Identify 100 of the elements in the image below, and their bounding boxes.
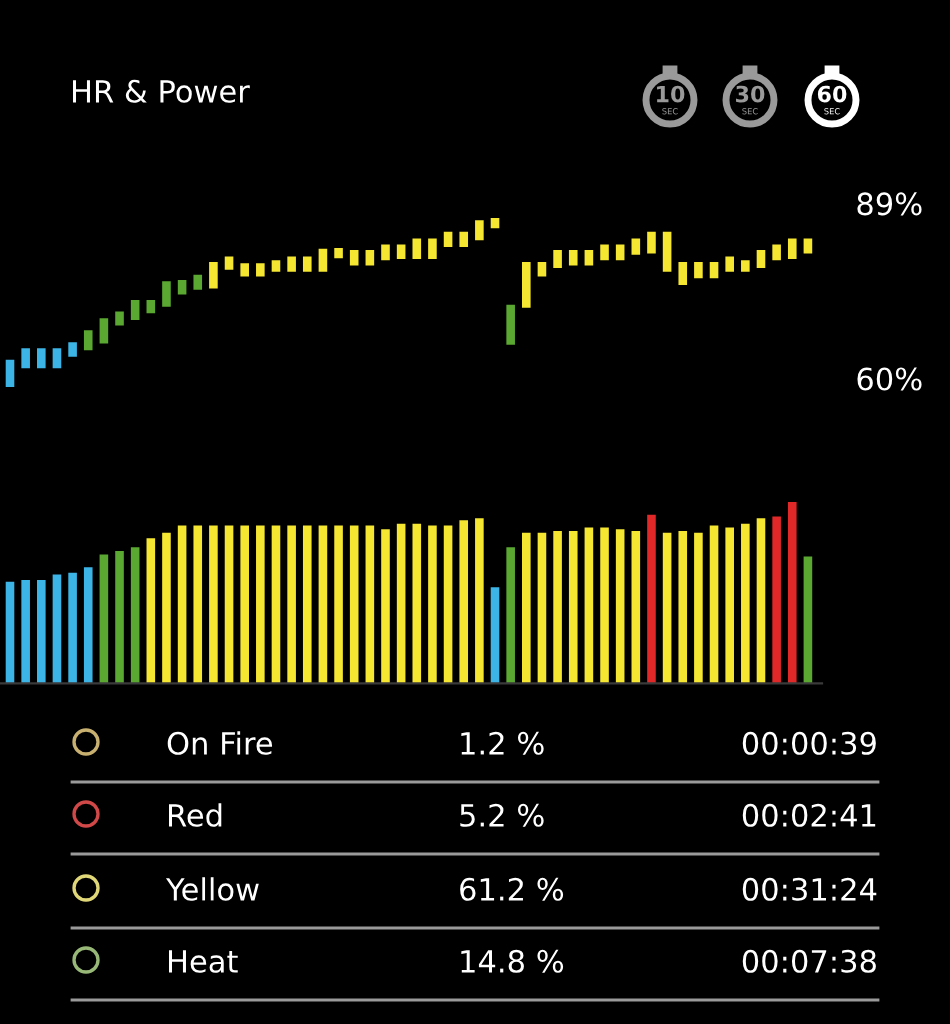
- bar: [334, 248, 343, 259]
- bar: [443, 231, 453, 247]
- bar: [209, 261, 218, 289]
- bar: [5, 359, 15, 387]
- text: Yellow: [165, 877, 259, 901]
- bar: [177, 280, 187, 295]
- bar: [349, 525, 359, 684]
- bar: [537, 261, 547, 277]
- bar: [787, 238, 797, 259]
- bar: [709, 261, 719, 279]
- bar: [115, 311, 124, 326]
- bar: [787, 502, 797, 684]
- bar: [412, 523, 422, 684]
- bar: [678, 261, 688, 285]
- bar: [694, 532, 703, 684]
- text: 60: [817, 85, 847, 103]
- bar: [662, 532, 672, 684]
- bar: [537, 532, 547, 684]
- bar: [240, 525, 249, 684]
- bar: [396, 523, 406, 684]
- bar: [803, 238, 813, 254]
- bar: [193, 525, 203, 684]
- text: Heat: [169, 950, 238, 973]
- bar: [584, 527, 594, 684]
- bar: [631, 531, 641, 684]
- bar: [99, 554, 109, 684]
- bar: [647, 514, 656, 684]
- bar: [130, 300, 140, 320]
- bar: [83, 330, 93, 351]
- bar: [600, 244, 609, 261]
- bar: [334, 525, 343, 684]
- bar: [615, 244, 625, 261]
- bar: [37, 580, 46, 684]
- bar: [271, 260, 281, 272]
- bar: [756, 249, 766, 269]
- bar: [428, 238, 437, 259]
- bar: [287, 256, 296, 272]
- bar: [318, 525, 328, 684]
- text: 10: [657, 85, 685, 103]
- bar: [741, 523, 750, 684]
- text: 00:00:39: [742, 731, 876, 755]
- bar: [287, 525, 296, 684]
- text: On Fire: [167, 731, 273, 755]
- bar: [146, 300, 156, 314]
- bar: [647, 231, 656, 254]
- bar: [506, 547, 515, 684]
- bar: [615, 529, 625, 684]
- bar: [553, 531, 562, 684]
- bar: [209, 525, 218, 684]
- bar: [631, 238, 641, 255]
- bar: [459, 231, 469, 247]
- bar: [584, 249, 594, 266]
- bar: [52, 348, 62, 369]
- bar: [21, 348, 30, 369]
- bar: [68, 572, 77, 684]
- bar: [224, 256, 234, 270]
- bar: [522, 261, 531, 308]
- bar: [162, 532, 171, 684]
- y-tick-label: 60%: [857, 367, 922, 391]
- bar: [365, 525, 375, 684]
- bar: [146, 538, 156, 684]
- bar: [271, 525, 281, 684]
- bar: [490, 217, 500, 229]
- text: 00:07:38: [742, 949, 876, 973]
- bar: [381, 529, 390, 684]
- chart-title: HR & Power: [73, 79, 250, 103]
- bar: [568, 531, 578, 684]
- bar: [349, 249, 359, 266]
- bar: [412, 238, 422, 259]
- y-tick-label: 89%: [857, 192, 922, 216]
- bar: [365, 249, 375, 266]
- bar: [725, 527, 734, 684]
- bar: [256, 263, 265, 277]
- bar: [52, 574, 62, 684]
- bar: [741, 260, 750, 272]
- bar: [475, 518, 484, 684]
- bar: [224, 525, 234, 684]
- bar: [678, 531, 688, 684]
- bar: [600, 527, 609, 684]
- bar: [772, 244, 781, 261]
- text: 30: [736, 85, 765, 103]
- bar: [709, 525, 719, 684]
- text: 00:31:24: [742, 877, 877, 901]
- bar: [553, 249, 562, 269]
- bar: [756, 518, 766, 684]
- bar: [115, 550, 124, 684]
- bar: [725, 256, 734, 272]
- bar: [506, 304, 515, 345]
- bar: [428, 525, 437, 684]
- bar: [256, 525, 265, 684]
- bar: [475, 220, 484, 241]
- bar: [459, 520, 469, 684]
- bar: [490, 587, 500, 684]
- bar: [68, 342, 77, 357]
- bar: [772, 516, 781, 684]
- bar: [99, 318, 109, 344]
- bar: [318, 248, 328, 272]
- bar: [568, 249, 578, 266]
- bar: [5, 581, 15, 684]
- text: 5.2 %: [460, 803, 544, 827]
